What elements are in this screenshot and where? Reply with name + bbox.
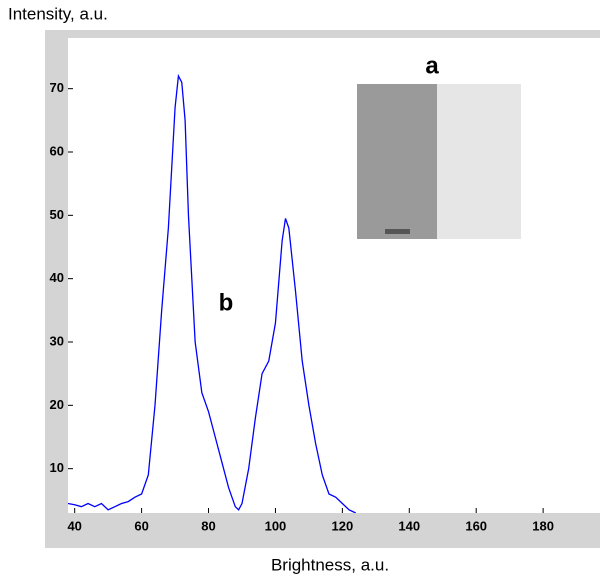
x-tick-label: 60 <box>134 518 148 533</box>
inset-dark <box>357 84 437 239</box>
annotation: b <box>219 289 234 316</box>
x-tick-label: 120 <box>332 518 354 533</box>
y-tick-label: 40 <box>50 270 64 285</box>
y-tick-label: 60 <box>50 143 64 158</box>
y-tick-label: 20 <box>50 397 64 412</box>
annotation: a <box>425 52 439 79</box>
x-axis-label: Brightness, a.u. <box>271 555 389 574</box>
inset-image <box>357 84 521 239</box>
y-tick-label: 70 <box>50 80 64 95</box>
x-tick-label: 140 <box>398 518 420 533</box>
x-tick-label: 180 <box>532 518 554 533</box>
data-line <box>68 73 357 513</box>
inset-light <box>437 84 521 239</box>
y-tick-label: 10 <box>50 460 64 475</box>
x-tick-label: 80 <box>201 518 215 533</box>
x-tick-label: 40 <box>67 518 81 533</box>
x-tick-label: 100 <box>265 518 287 533</box>
x-tick-label: 160 <box>465 518 487 533</box>
y-tick-label: 30 <box>50 333 64 348</box>
y-tick-label: 50 <box>50 207 64 222</box>
inset-mark <box>385 229 410 234</box>
y-axis-label: Intensity, a.u. <box>8 4 108 23</box>
